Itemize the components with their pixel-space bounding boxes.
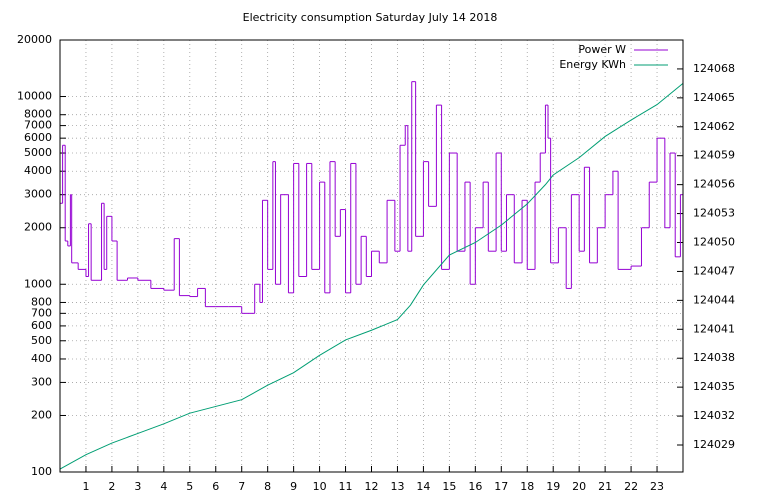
y2-tick-label: 124056	[693, 178, 735, 191]
y2-tick-label: 124062	[693, 120, 735, 133]
x-tick-label: 21	[598, 480, 612, 493]
x-tick-label: 23	[650, 480, 664, 493]
x-tick-label: 3	[134, 480, 141, 493]
x-tick-label: 2	[108, 480, 115, 493]
y2-tick-label: 124068	[693, 62, 735, 75]
x-tick-label: 19	[546, 480, 560, 493]
x-tick-label: 8	[264, 480, 271, 493]
y2-tick-label: 124053	[693, 207, 735, 220]
x-tick-label: 12	[365, 480, 379, 493]
y-tick-label: 3000	[24, 188, 52, 201]
y2-tick-label: 124032	[693, 409, 735, 422]
y-tick-label: 600	[31, 319, 52, 332]
x-tick-label: 18	[520, 480, 534, 493]
chart-title: Electricity consumption Saturday July 14…	[243, 11, 498, 24]
y-tick-label: 6000	[24, 131, 52, 144]
x-tick-label: 15	[442, 480, 456, 493]
y-tick-label: 500	[31, 334, 52, 347]
x-tick-label: 10	[313, 480, 327, 493]
y-tick-label: 800	[31, 295, 52, 308]
x-tick-label: 20	[572, 480, 586, 493]
x-tick-label: 6	[212, 480, 219, 493]
x-tick-label: 9	[290, 480, 297, 493]
x-tick-label: 11	[339, 480, 353, 493]
plot-frame	[59, 39, 684, 473]
y-tick-label: 8000	[24, 108, 52, 121]
y2-tick-label: 124035	[693, 380, 735, 393]
x-tick-label: 17	[494, 480, 508, 493]
y2-tick-label: 124059	[693, 149, 735, 162]
y-tick-label: 300	[31, 375, 52, 388]
y-tick-label: 5000	[24, 146, 52, 159]
y-tick-label: 100	[31, 465, 52, 478]
y-tick-label: 20000	[17, 33, 52, 46]
y-tick-label: 10000	[17, 90, 52, 103]
y2-tick-label: 124065	[693, 91, 735, 104]
y2-tick-label: 124047	[693, 264, 735, 277]
y-tick-label: 4000	[24, 164, 52, 177]
legend-label: Energy KWh	[559, 58, 626, 71]
x-tick-label: 1	[82, 480, 89, 493]
x-tick-label: 13	[390, 480, 404, 493]
y-tick-label: 1000	[24, 277, 52, 290]
y-tick-label: 400	[31, 352, 52, 365]
y-tick-label: 200	[31, 408, 52, 421]
y-tick-label: 2000	[24, 221, 52, 234]
y2-tick-label: 124038	[693, 351, 735, 364]
y-tick-label: 7000	[24, 119, 52, 132]
x-tick-label: 7	[238, 480, 245, 493]
x-tick-label: 16	[468, 480, 482, 493]
y2-tick-label: 124044	[693, 293, 735, 306]
x-tick-label: 4	[160, 480, 167, 493]
y-tick-label: 700	[31, 306, 52, 319]
y2-tick-label: 124041	[693, 322, 735, 335]
x-tick-label: 5	[186, 480, 193, 493]
x-tick-label: 22	[624, 480, 638, 493]
x-tick-label: 14	[416, 480, 430, 493]
series-line	[59, 83, 684, 470]
y2-tick-label: 124050	[693, 236, 735, 249]
y2-tick-label: 124029	[693, 438, 735, 451]
legend-label: Power W	[578, 43, 626, 56]
